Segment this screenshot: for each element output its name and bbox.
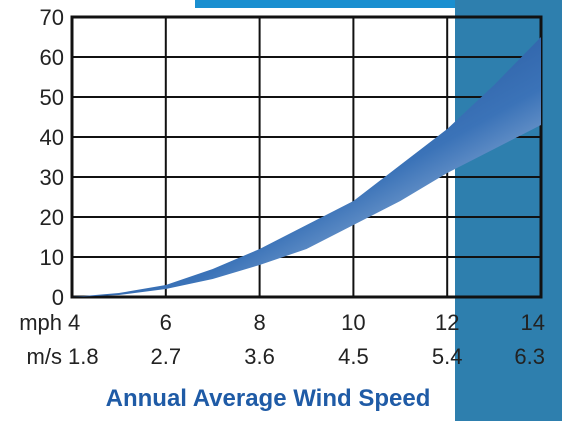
y-tick-label: 20 xyxy=(40,205,64,230)
y-tick-label: 50 xyxy=(40,85,64,110)
data-band xyxy=(72,37,541,297)
x-tick-label: 12 xyxy=(435,310,459,335)
y-tick-label: 60 xyxy=(40,45,64,70)
x-secondary-tick-label: 2.7 xyxy=(151,344,182,369)
x-tick-label: 8 xyxy=(253,310,265,335)
x-unit-ms: m/s xyxy=(27,344,62,369)
x-secondary-tick-labels: 1.8 2.7 3.6 4.5 5.4 6.3 xyxy=(68,344,545,369)
x-secondary-tick-label: 4.5 xyxy=(338,344,369,369)
y-tick-label: 30 xyxy=(40,165,64,190)
y-tick-label: 0 xyxy=(52,285,64,310)
y-tick-label: 10 xyxy=(40,245,64,270)
x-secondary-tick-label: 5.4 xyxy=(432,344,463,369)
x-secondary-tick-label: 3.6 xyxy=(244,344,275,369)
x-axis-label: Annual Average Wind Speed xyxy=(106,385,431,412)
x-tick-label: 10 xyxy=(341,310,365,335)
y-tick-labels: 0 10 20 30 40 50 60 70 xyxy=(40,5,64,310)
plot-frame xyxy=(70,15,543,299)
top-bar xyxy=(195,0,562,8)
x-unit-mph: mph xyxy=(19,310,62,335)
x-secondary-tick-label: 6.3 xyxy=(514,344,545,369)
y-tick-label: 40 xyxy=(40,125,64,150)
x-tick-label: 14 xyxy=(521,310,545,335)
x-secondary-tick-label: 1.8 xyxy=(68,344,99,369)
x-tick-labels: 4 6 8 10 12 14 xyxy=(68,310,545,335)
highlight-region xyxy=(455,0,562,421)
x-tick-label: 6 xyxy=(160,310,172,335)
y-tick-label: 70 xyxy=(40,5,64,30)
x-tick-label: 4 xyxy=(68,310,80,335)
